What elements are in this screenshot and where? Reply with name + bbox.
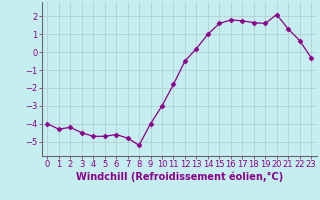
X-axis label: Windchill (Refroidissement éolien,°C): Windchill (Refroidissement éolien,°C) <box>76 172 283 182</box>
